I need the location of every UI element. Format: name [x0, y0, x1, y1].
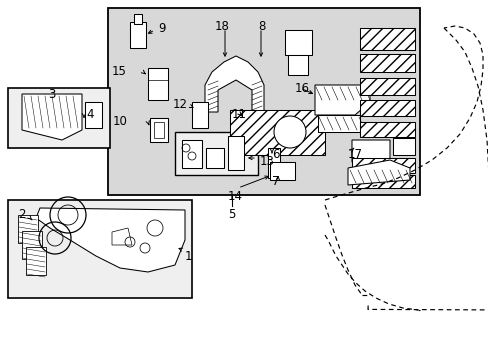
Bar [267, 148, 280, 178]
Bar [359, 122, 414, 137]
Circle shape [273, 116, 305, 148]
Bar [351, 175, 414, 188]
Text: 2: 2 [18, 208, 25, 221]
Text: 5: 5 [227, 208, 235, 221]
Bar [269, 162, 294, 180]
Bar [85, 102, 102, 128]
Polygon shape [22, 94, 82, 140]
Bar [175, 132, 258, 175]
Polygon shape [26, 247, 46, 275]
Bar [192, 102, 207, 128]
Text: 9: 9 [158, 22, 165, 35]
Text: 16: 16 [294, 82, 309, 95]
Bar [8, 88, 110, 148]
Text: 1: 1 [184, 250, 192, 263]
Bar [285, 30, 311, 55]
Bar [154, 122, 163, 138]
Text: 13: 13 [260, 155, 274, 168]
Text: 8: 8 [258, 20, 265, 33]
Bar [8, 200, 192, 298]
Polygon shape [317, 115, 359, 132]
Bar [229, 110, 325, 155]
Polygon shape [18, 215, 38, 243]
Bar [359, 78, 414, 95]
Text: 12: 12 [173, 98, 187, 111]
Bar [148, 68, 168, 100]
Polygon shape [36, 208, 184, 272]
Text: 3: 3 [48, 88, 55, 101]
Bar [205, 148, 224, 168]
Text: 11: 11 [231, 108, 246, 121]
Bar [392, 138, 414, 155]
Text: 14: 14 [227, 190, 243, 203]
Bar [359, 28, 414, 50]
Bar [108, 8, 419, 195]
Text: 15: 15 [112, 65, 126, 78]
Bar [182, 140, 202, 168]
Bar [359, 54, 414, 72]
Polygon shape [204, 56, 264, 112]
Polygon shape [347, 160, 409, 185]
Text: 17: 17 [347, 148, 362, 161]
Text: 4: 4 [86, 108, 93, 121]
Text: 6: 6 [271, 148, 279, 161]
Bar [287, 55, 307, 75]
Polygon shape [314, 85, 369, 115]
Text: 18: 18 [215, 20, 229, 33]
Text: 10: 10 [113, 115, 128, 128]
Bar [130, 22, 146, 48]
Text: 7: 7 [271, 175, 279, 188]
Polygon shape [351, 140, 389, 168]
Polygon shape [22, 231, 42, 259]
Bar [351, 158, 414, 173]
Bar [227, 136, 244, 170]
Bar [359, 100, 414, 116]
Bar [150, 118, 168, 142]
Bar [134, 14, 142, 24]
